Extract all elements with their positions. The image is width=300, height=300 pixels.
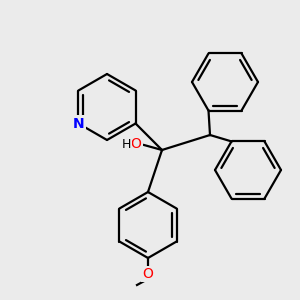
Text: O: O: [130, 137, 141, 151]
Text: O: O: [142, 267, 153, 281]
Text: N: N: [73, 116, 84, 130]
Text: H: H: [121, 137, 131, 151]
